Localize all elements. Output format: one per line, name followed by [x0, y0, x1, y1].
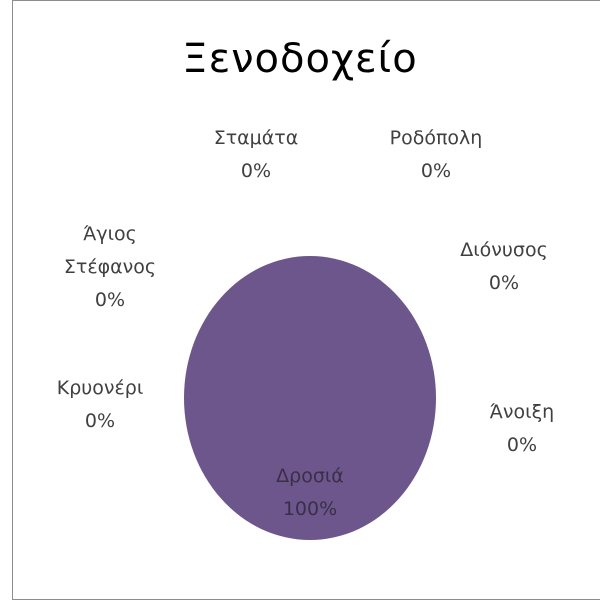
- data-label-name: Ροδόπολη: [390, 127, 483, 149]
- data-label-name: Άγιος: [83, 223, 137, 245]
- data-label-percent: 0%: [507, 434, 537, 456]
- data-label-4: Σταμάτα 0%: [214, 127, 299, 182]
- data-label-6: Κρυονέρι 0%: [57, 377, 144, 432]
- data-label-percent: 0%: [85, 410, 115, 432]
- data-label-percent: 0%: [489, 272, 519, 294]
- data-label-name: Κρυονέρι: [57, 377, 144, 399]
- data-label-1: Άνοιξη 0%: [490, 401, 554, 456]
- data-label-0: Δροσιά 100%: [276, 465, 344, 520]
- pie-slice-0: [184, 256, 436, 540]
- chart-title: Ξενοδοχείο: [182, 36, 418, 82]
- data-label-5: Άγιος Στέφανος 0%: [64, 223, 156, 311]
- data-label-percent: 0%: [95, 289, 125, 311]
- data-label-name: Διόνυσος: [460, 239, 547, 261]
- data-label-name: Στέφανος: [64, 256, 156, 278]
- data-label-name: Δροσιά: [276, 465, 344, 487]
- data-label-percent: 0%: [421, 160, 451, 182]
- data-label-percent: 0%: [241, 160, 271, 182]
- data-label-2: Διόνυσος 0%: [460, 239, 547, 294]
- data-label-name: Σταμάτα: [214, 127, 299, 149]
- data-label-3: Ροδόπολη 0%: [390, 127, 483, 182]
- data-label-name: Άνοιξη: [490, 401, 554, 423]
- data-label-percent: 100%: [283, 498, 337, 520]
